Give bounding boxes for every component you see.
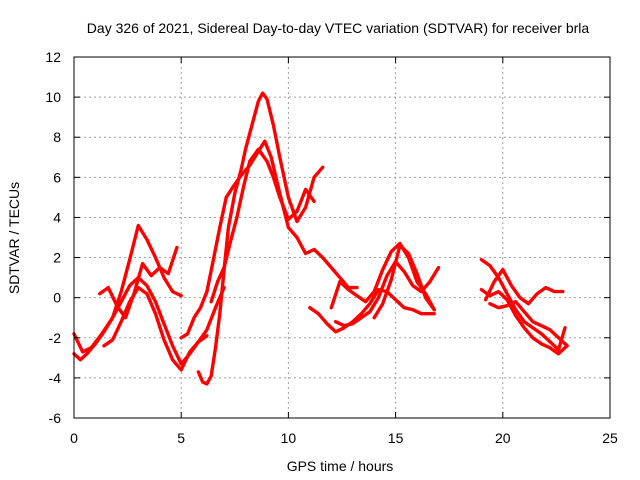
x-axis-title: GPS time / hours: [287, 458, 394, 474]
y-tick-label: 8: [53, 129, 61, 145]
y-tick-label: 0: [53, 290, 61, 306]
x-tick-label: 15: [388, 430, 404, 446]
series-line-prn-h: [308, 287, 436, 334]
x-tick-label: 25: [602, 430, 618, 446]
y-tick-label: 2: [53, 250, 61, 266]
y-tick-label: -2: [49, 330, 62, 346]
y-tick-label: 12: [45, 49, 61, 65]
series-line-prn-o: [488, 300, 569, 348]
x-tick-label: 20: [495, 430, 511, 446]
x-tick-label: 10: [281, 430, 297, 446]
series-line-prn-k: [372, 243, 436, 320]
y-tick-label: -6: [49, 410, 62, 426]
y-tick-label: 6: [53, 169, 61, 185]
y-tick-label: 10: [45, 89, 61, 105]
series-line-prn-i: [329, 241, 436, 312]
x-tick-label: 0: [70, 430, 78, 446]
series-line-prn-e: [179, 139, 359, 340]
tick-layer: 0 5 10 15 20 25 -6 -4 -2 0 2 4 6 8 10 12: [45, 49, 618, 446]
series-line-prn-f: [196, 91, 325, 386]
series-line-prn-l: [479, 257, 567, 352]
series-line-prn-n: [483, 267, 565, 306]
series-line-prn-j: [333, 259, 441, 328]
series-line-prn-b: [72, 223, 183, 354]
y-axis-title: SDTVAR / TECUs: [6, 182, 22, 294]
series-line-prn-d: [97, 245, 179, 320]
chart-title: Day 326 of 2021, Sidereal Day-to-day VTE…: [87, 20, 590, 36]
series-line-prn-m: [479, 287, 569, 356]
series-line-prn-g: [209, 147, 316, 304]
y-tick-label: 4: [53, 209, 61, 225]
y-tick-label: -4: [49, 370, 62, 386]
grid-layer: [74, 57, 610, 418]
plot-frame: [73, 56, 611, 419]
x-tick-label: 5: [177, 430, 185, 446]
series-layer: [72, 91, 569, 386]
